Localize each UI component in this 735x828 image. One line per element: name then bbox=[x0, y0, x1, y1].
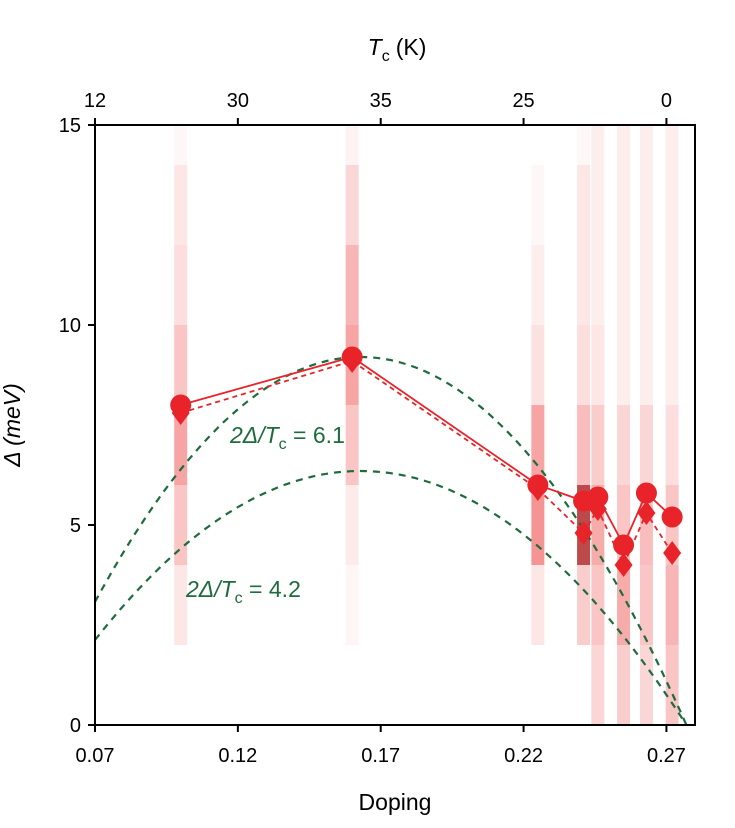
gap-distribution-layer bbox=[174, 125, 679, 725]
top-tick-label: 35 bbox=[370, 90, 392, 112]
circle-point bbox=[661, 506, 683, 528]
gap-bin bbox=[531, 325, 545, 405]
gap-bin bbox=[174, 165, 188, 245]
gap-bin bbox=[531, 165, 545, 245]
gap-bin bbox=[345, 245, 359, 325]
annotation-sub: c bbox=[235, 590, 243, 607]
gap-bin bbox=[639, 405, 653, 485]
gap-bin bbox=[577, 125, 591, 165]
annotation-rest: = 4.2 bbox=[243, 576, 301, 602]
gap-bin bbox=[591, 405, 605, 485]
diamond-point bbox=[343, 349, 362, 373]
diamond-point bbox=[663, 541, 682, 565]
gap-bin bbox=[174, 565, 188, 645]
gap-bin bbox=[639, 645, 653, 725]
top-tick-label: 12 bbox=[84, 90, 106, 112]
y-tick-label: 15 bbox=[59, 115, 81, 137]
ratio-annotation-4-2: 2Δ/Tc = 4.2 bbox=[185, 576, 301, 607]
gap-bin bbox=[345, 485, 359, 565]
gap-bin bbox=[345, 125, 359, 165]
x-axis-title: Doping bbox=[359, 789, 432, 815]
fit-curve-1 bbox=[94, 469, 688, 726]
gap-bin bbox=[577, 165, 591, 325]
gap-bin bbox=[639, 125, 653, 405]
series-line-1 bbox=[180, 360, 673, 568]
gap-bin bbox=[617, 645, 631, 725]
gap-bin bbox=[591, 565, 605, 645]
gap-bin bbox=[531, 245, 545, 325]
top-tick-label: 0 bbox=[661, 90, 672, 112]
top-axis-title-main: T bbox=[368, 34, 384, 60]
gap-bin bbox=[531, 485, 545, 565]
ratio-annotation-6-1: 2Δ/Tc = 6.1 bbox=[229, 422, 345, 453]
gap-bin bbox=[174, 325, 188, 405]
gap-bin bbox=[345, 565, 359, 645]
y-tick-label: 0 bbox=[70, 715, 81, 737]
annotation-main: 2Δ/T bbox=[185, 576, 237, 602]
gap-bin bbox=[577, 405, 591, 485]
gap-bin bbox=[665, 125, 679, 405]
top-tick-label: 30 bbox=[227, 90, 249, 112]
gap-bin bbox=[577, 565, 591, 645]
diamond-point bbox=[574, 521, 593, 545]
diamond-point bbox=[528, 477, 547, 501]
plot-frame bbox=[94, 124, 696, 726]
top-tick-label: 25 bbox=[512, 90, 534, 112]
annotation-main: 2Δ/T bbox=[229, 422, 281, 448]
circle-point bbox=[635, 482, 657, 504]
top-axis-title-sub: c bbox=[382, 48, 390, 65]
diamond-point bbox=[614, 553, 633, 577]
gap-bin bbox=[639, 565, 653, 645]
diamond-point bbox=[637, 501, 656, 525]
x-tick-label: 0.27 bbox=[647, 745, 686, 767]
gap-bin bbox=[345, 405, 359, 485]
x-tick-label: 0.17 bbox=[361, 745, 400, 767]
gap-bin bbox=[617, 125, 631, 405]
gap-bin bbox=[617, 565, 631, 645]
top-axis-title: Tc (K) bbox=[368, 34, 427, 65]
gap-bin bbox=[665, 565, 679, 645]
y-tick-label: 10 bbox=[59, 315, 81, 337]
gap-bin bbox=[174, 125, 188, 165]
gap-bin bbox=[531, 565, 545, 645]
annotation-rest: = 6.1 bbox=[287, 422, 345, 448]
gap-bin bbox=[665, 645, 679, 725]
gap-bin bbox=[591, 645, 605, 725]
series-layer bbox=[170, 346, 683, 577]
y-axis-title: Δ (meV) bbox=[0, 383, 25, 468]
y-tick-label: 5 bbox=[70, 515, 81, 537]
x-tick-label: 0.12 bbox=[218, 745, 257, 767]
circle-point bbox=[613, 534, 635, 556]
x-tick-label: 0.07 bbox=[76, 745, 115, 767]
gap-bin bbox=[174, 405, 188, 485]
gap-bin bbox=[531, 405, 545, 485]
gap-bin bbox=[665, 405, 679, 485]
gap-bin bbox=[591, 125, 605, 325]
annotation-sub: c bbox=[279, 436, 287, 453]
x-tick-label: 0.22 bbox=[504, 745, 543, 767]
gap-bin bbox=[617, 405, 631, 485]
gap-bin bbox=[577, 325, 591, 405]
diamond-point bbox=[588, 497, 607, 521]
diamond-point bbox=[171, 401, 190, 425]
gap-bin bbox=[591, 325, 605, 405]
top-axis-title-unit: (K) bbox=[396, 34, 427, 60]
gap-bin bbox=[174, 245, 188, 325]
gap-bin bbox=[345, 165, 359, 245]
